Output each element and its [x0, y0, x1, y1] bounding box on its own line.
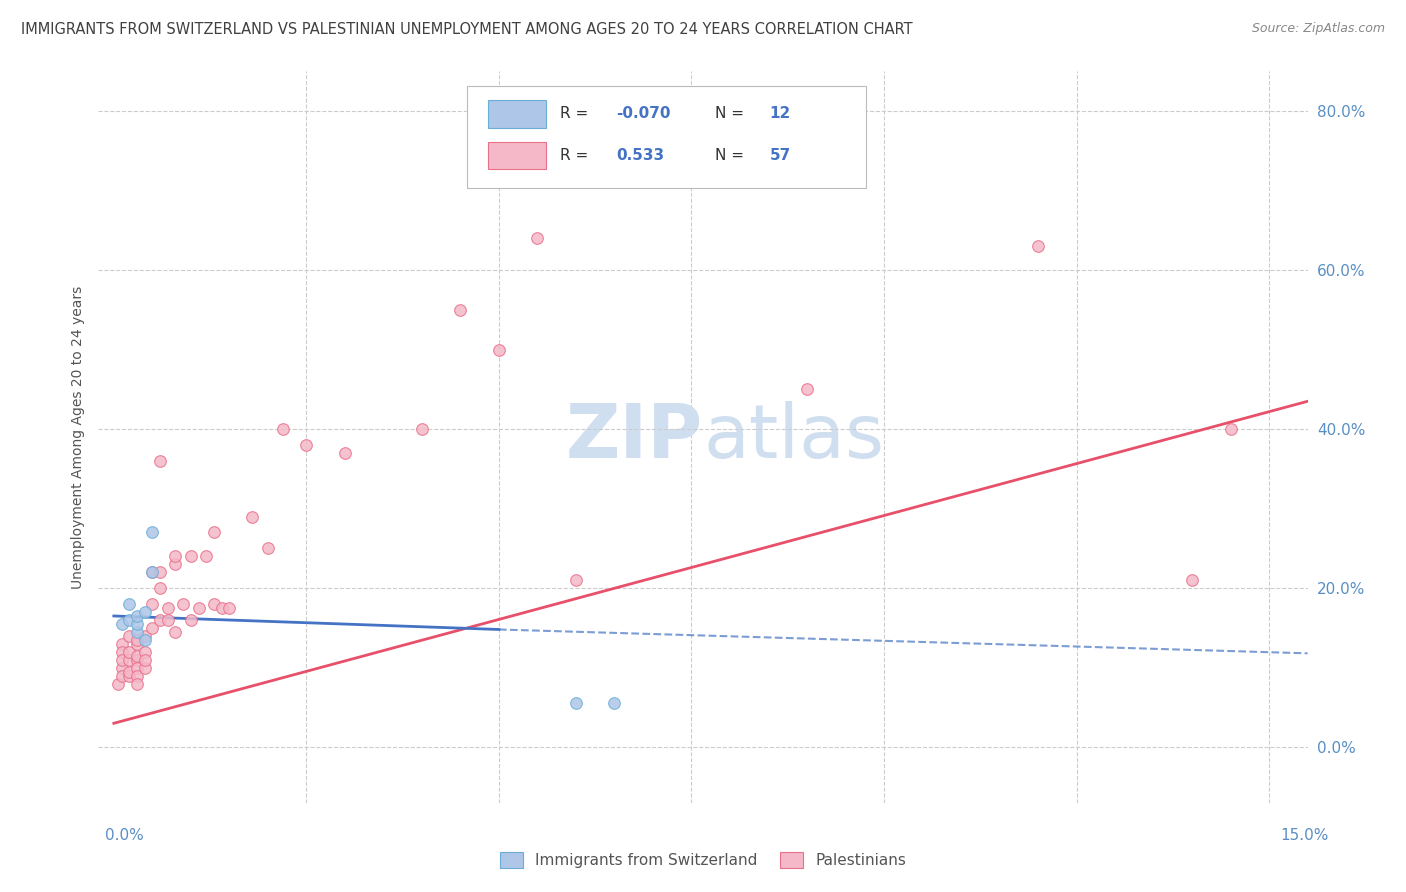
Point	[118, 665, 141, 679]
Point	[156, 613, 179, 627]
Point	[165, 558, 187, 572]
Point	[141, 597, 163, 611]
Point	[1181, 573, 1204, 587]
Point	[134, 605, 156, 619]
Point	[118, 597, 141, 611]
Point	[125, 637, 148, 651]
Point	[118, 645, 141, 659]
Text: atlas: atlas	[703, 401, 884, 474]
Point	[110, 660, 132, 674]
Point	[796, 383, 818, 397]
Point	[242, 509, 264, 524]
Text: R =: R =	[561, 148, 593, 163]
Point	[526, 231, 548, 245]
Point	[134, 645, 156, 659]
Point	[271, 422, 294, 436]
Text: -0.070: -0.070	[616, 106, 671, 121]
Point	[149, 454, 172, 468]
Point	[110, 668, 132, 682]
FancyBboxPatch shape	[467, 86, 866, 188]
Point	[257, 541, 280, 556]
Point	[603, 697, 626, 711]
Point	[134, 660, 156, 674]
Point	[125, 676, 148, 690]
Point	[1219, 422, 1241, 436]
Point	[202, 597, 225, 611]
Point	[134, 629, 156, 643]
Point	[110, 653, 132, 667]
Point	[1026, 239, 1049, 253]
Point	[165, 549, 187, 564]
Point	[195, 549, 218, 564]
Point	[134, 653, 156, 667]
Text: 0.533: 0.533	[616, 148, 664, 163]
Text: 57: 57	[769, 148, 790, 163]
Y-axis label: Unemployment Among Ages 20 to 24 years: Unemployment Among Ages 20 to 24 years	[70, 285, 84, 589]
Text: 15.0%: 15.0%	[1281, 828, 1329, 843]
Point	[449, 302, 471, 317]
Point	[565, 573, 588, 587]
Legend: Immigrants from Switzerland, Palestinians: Immigrants from Switzerland, Palestinian…	[499, 853, 907, 868]
Point	[110, 645, 132, 659]
Point	[411, 422, 433, 436]
Point	[125, 616, 148, 631]
Point	[125, 609, 148, 624]
Text: 0.0%: 0.0%	[105, 828, 145, 843]
Point	[125, 632, 148, 647]
Point	[149, 581, 172, 595]
Point	[141, 621, 163, 635]
Point	[180, 613, 202, 627]
Point	[141, 566, 163, 580]
Point	[134, 632, 156, 647]
Point	[149, 613, 172, 627]
Point	[125, 668, 148, 682]
Point	[295, 438, 318, 452]
Point	[180, 549, 202, 564]
Point	[149, 566, 172, 580]
Text: IMMIGRANTS FROM SWITZERLAND VS PALESTINIAN UNEMPLOYMENT AMONG AGES 20 TO 24 YEAR: IMMIGRANTS FROM SWITZERLAND VS PALESTINI…	[21, 22, 912, 37]
Point	[107, 676, 129, 690]
Point	[333, 446, 356, 460]
Text: Source: ZipAtlas.com: Source: ZipAtlas.com	[1251, 22, 1385, 36]
Point	[218, 601, 240, 615]
Point	[118, 629, 141, 643]
Point	[118, 668, 141, 682]
Point	[125, 624, 148, 639]
Point	[110, 637, 132, 651]
Point	[118, 653, 141, 667]
Text: 12: 12	[769, 106, 790, 121]
Point	[141, 525, 163, 540]
Text: ZIP: ZIP	[565, 401, 703, 474]
Point	[110, 616, 132, 631]
Point	[172, 597, 194, 611]
Point	[187, 601, 209, 615]
Text: N =: N =	[716, 148, 749, 163]
Text: N =: N =	[716, 106, 749, 121]
Point	[488, 343, 510, 357]
Text: R =: R =	[561, 106, 593, 121]
Point	[125, 648, 148, 663]
Point	[165, 624, 187, 639]
Point	[211, 601, 233, 615]
Point	[156, 601, 179, 615]
Bar	[488, 142, 546, 169]
Point	[118, 613, 141, 627]
Point	[565, 697, 588, 711]
Point	[125, 660, 148, 674]
Point	[202, 525, 225, 540]
Point	[141, 566, 163, 580]
Point	[125, 653, 148, 667]
Bar	[488, 100, 546, 128]
